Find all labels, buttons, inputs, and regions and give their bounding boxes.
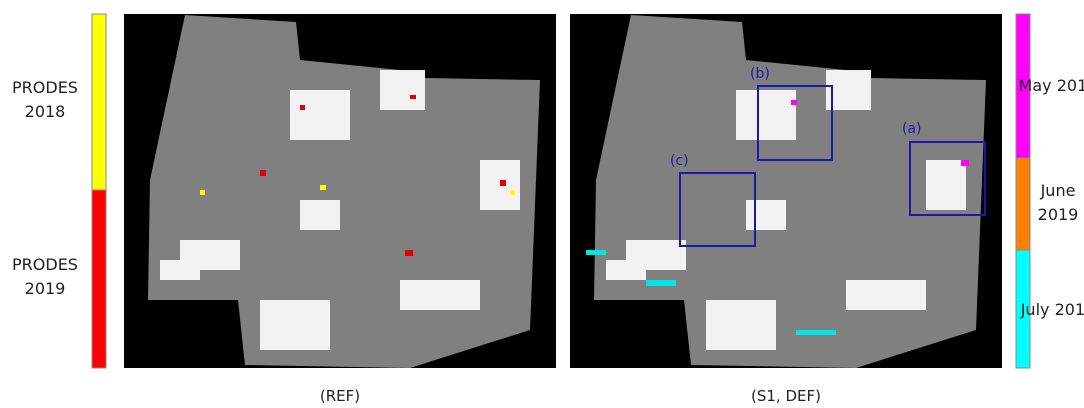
- map-panel: [570, 14, 1002, 368]
- figure: (a) (b) (c) PRODES 2018 PRODES 2019 May …: [0, 0, 1084, 408]
- panel-caption: (REF): [320, 387, 360, 405]
- map-panel: [124, 14, 556, 368]
- box-label: (a): [902, 121, 922, 137]
- figure-graphics: (a) (b) (c): [0, 0, 1084, 408]
- panel-caption: (S1, DEF): [751, 387, 821, 405]
- legend-swatch: [92, 14, 106, 190]
- legend-label: July 2019: [1018, 298, 1084, 322]
- legend-label: PRODES 2018: [5, 76, 85, 124]
- box-label: (b): [750, 66, 770, 82]
- legend-label: June 2019: [1018, 179, 1084, 227]
- box-label: (c): [670, 153, 689, 169]
- legend-label: May 2019: [1018, 74, 1084, 98]
- legend-swatch: [92, 190, 106, 368]
- legend-label: PRODES 2019: [5, 253, 85, 301]
